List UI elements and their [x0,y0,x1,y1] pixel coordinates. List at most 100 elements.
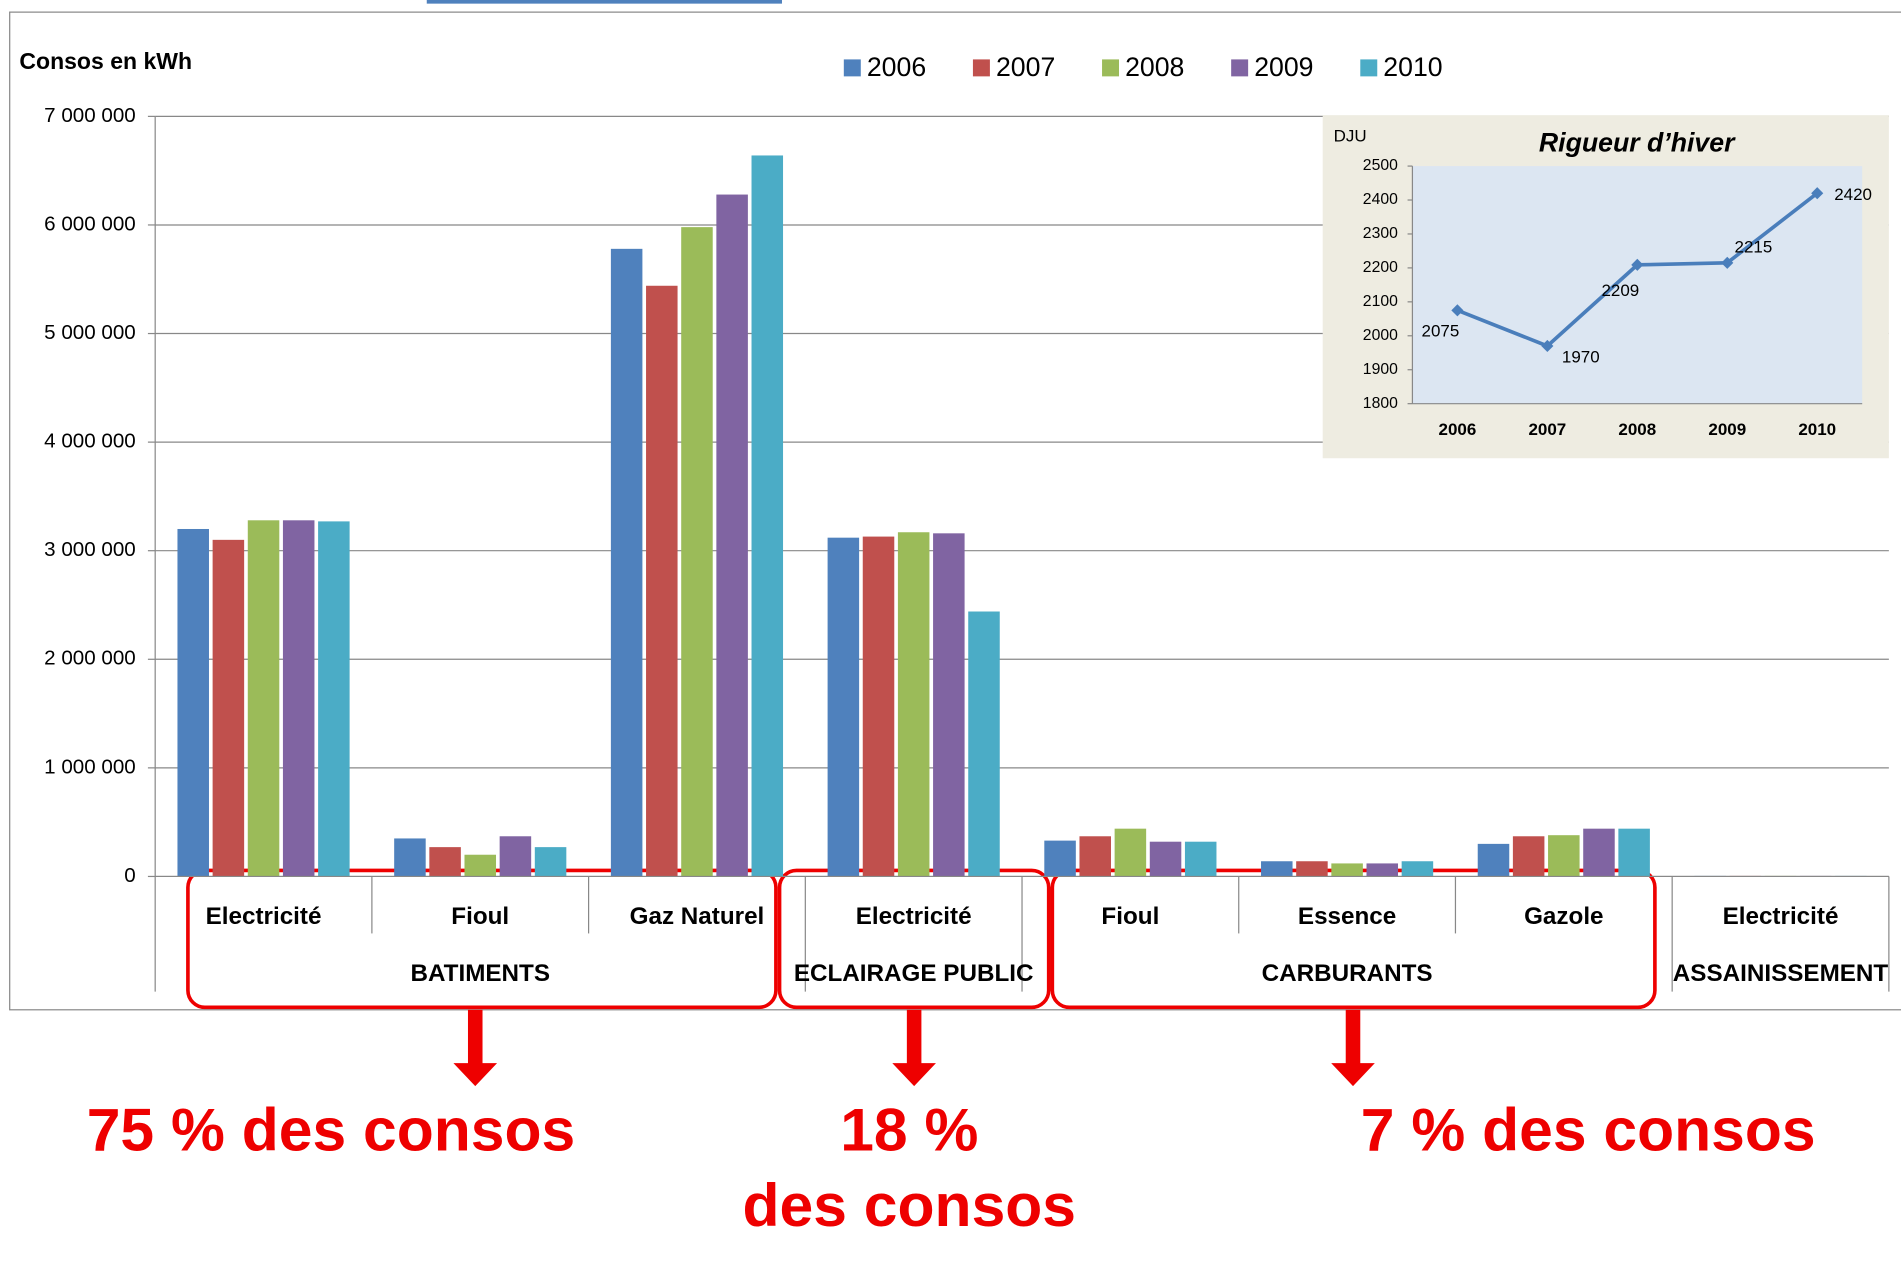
y-tick-label: 2200 [1363,259,1398,276]
bar [862,536,895,877]
point [1721,256,1734,269]
y-tick-label: 2400 [1363,191,1398,208]
y-tick-label: 1900 [1363,361,1398,378]
bar [1184,841,1217,877]
bar [1548,835,1580,877]
group-label: BATIMENTS [410,960,550,987]
group-label: ASSAINISSEMENT [1673,960,1889,987]
x-tick-label: 2010 [1798,420,1836,439]
legend-swatch [1360,59,1378,77]
x-tick-label: Fioul [1101,903,1159,930]
inset-title: Rigueur d’hiver [1539,127,1736,157]
group-label: CARBURANTS [1262,960,1433,987]
bar [212,539,245,877]
x-tick-label: Electricité [1723,903,1839,930]
bar [1079,836,1111,877]
bar [1583,828,1615,877]
annotation: 7 % des consos [1361,1096,1816,1164]
y-tick-label: 7 000 000 [44,104,136,127]
legend-swatch [972,59,990,77]
y-tick-label: 6 000 000 [44,212,136,235]
bar [1618,828,1650,877]
bar [1401,861,1434,877]
x-tick-label: Gaz Naturel [630,903,765,930]
bar [464,854,497,877]
bar [1114,828,1147,877]
inset-plot [1412,166,1863,404]
bar [716,194,748,877]
data-label: 2209 [1601,281,1639,300]
data-label: 2420 [1834,185,1872,204]
bar [318,521,350,877]
x-tick-label: 2009 [1708,420,1746,439]
decoration [426,0,782,4]
legend-label: 2008 [1125,52,1184,82]
data-label: 2215 [1735,238,1773,257]
bar [429,847,461,877]
data-label: 1970 [1562,348,1600,367]
point [1631,258,1644,271]
legend-label: 2006 [867,52,926,82]
annotation: 18 % [840,1096,978,1164]
y-tick-label: 4 000 000 [44,430,136,453]
chart-frame [9,11,1901,1011]
bar [1331,863,1363,877]
x-tick-label: 2008 [1618,420,1656,439]
y-tick-label: 2300 [1363,225,1398,242]
x-tick-label: Electricité [206,903,322,930]
y-tick-label: 2100 [1363,293,1398,310]
data-label: 2075 [1422,322,1460,341]
bar [968,611,1000,877]
bar [1296,861,1328,877]
legend-swatch [1102,59,1120,77]
bar [1477,843,1510,877]
inset-y-label: DJU [1334,126,1367,145]
bar [1149,841,1182,877]
arrow [453,1009,498,1087]
bar [499,836,532,877]
bar [897,532,930,877]
bar [827,537,860,877]
y-tick-label: 0 [124,864,135,887]
point [1451,304,1464,317]
bar [1512,836,1545,877]
bar [681,227,713,877]
bar [646,285,678,877]
arrow [1331,1009,1375,1087]
y-tick-label: 3 000 000 [44,538,136,561]
legend-label: 2009 [1254,52,1313,82]
y-tick-label: 2000 [1363,327,1398,344]
y-tick-label: 2500 [1363,157,1398,174]
y-tick-label: 2 000 000 [44,647,136,670]
point [1541,339,1554,353]
y-tick-label: 5 000 000 [44,321,136,344]
bar [1366,863,1399,877]
bar [177,528,209,877]
arrow [892,1009,936,1087]
bar [933,533,965,877]
group-label: ECLAIRAGE PUBLIC [794,960,1034,987]
y-tick-label: 1800 [1363,395,1398,412]
bar [1261,861,1293,877]
bar [751,155,784,877]
bar [534,847,567,877]
y-tick-label: 1 000 000 [44,755,136,778]
x-tick-label: Essence [1298,903,1396,930]
x-tick-label: Electricité [856,903,972,930]
legend-label: 2010 [1383,52,1442,82]
bar [394,838,426,877]
bar [610,248,643,877]
x-tick-label: 2007 [1528,420,1566,439]
annotation: des consos [743,1171,1077,1239]
legend-label: 2007 [996,52,1055,82]
annotation: 75 % des consos [87,1096,575,1164]
x-tick-label: 2006 [1439,420,1477,439]
x-tick-label: Gazole [1524,903,1603,930]
x-tick-label: Fioul [451,903,509,930]
bar [247,520,280,877]
bar [1044,840,1076,877]
chart-title: Consos en kWh [19,48,192,74]
legend-swatch [843,59,861,77]
